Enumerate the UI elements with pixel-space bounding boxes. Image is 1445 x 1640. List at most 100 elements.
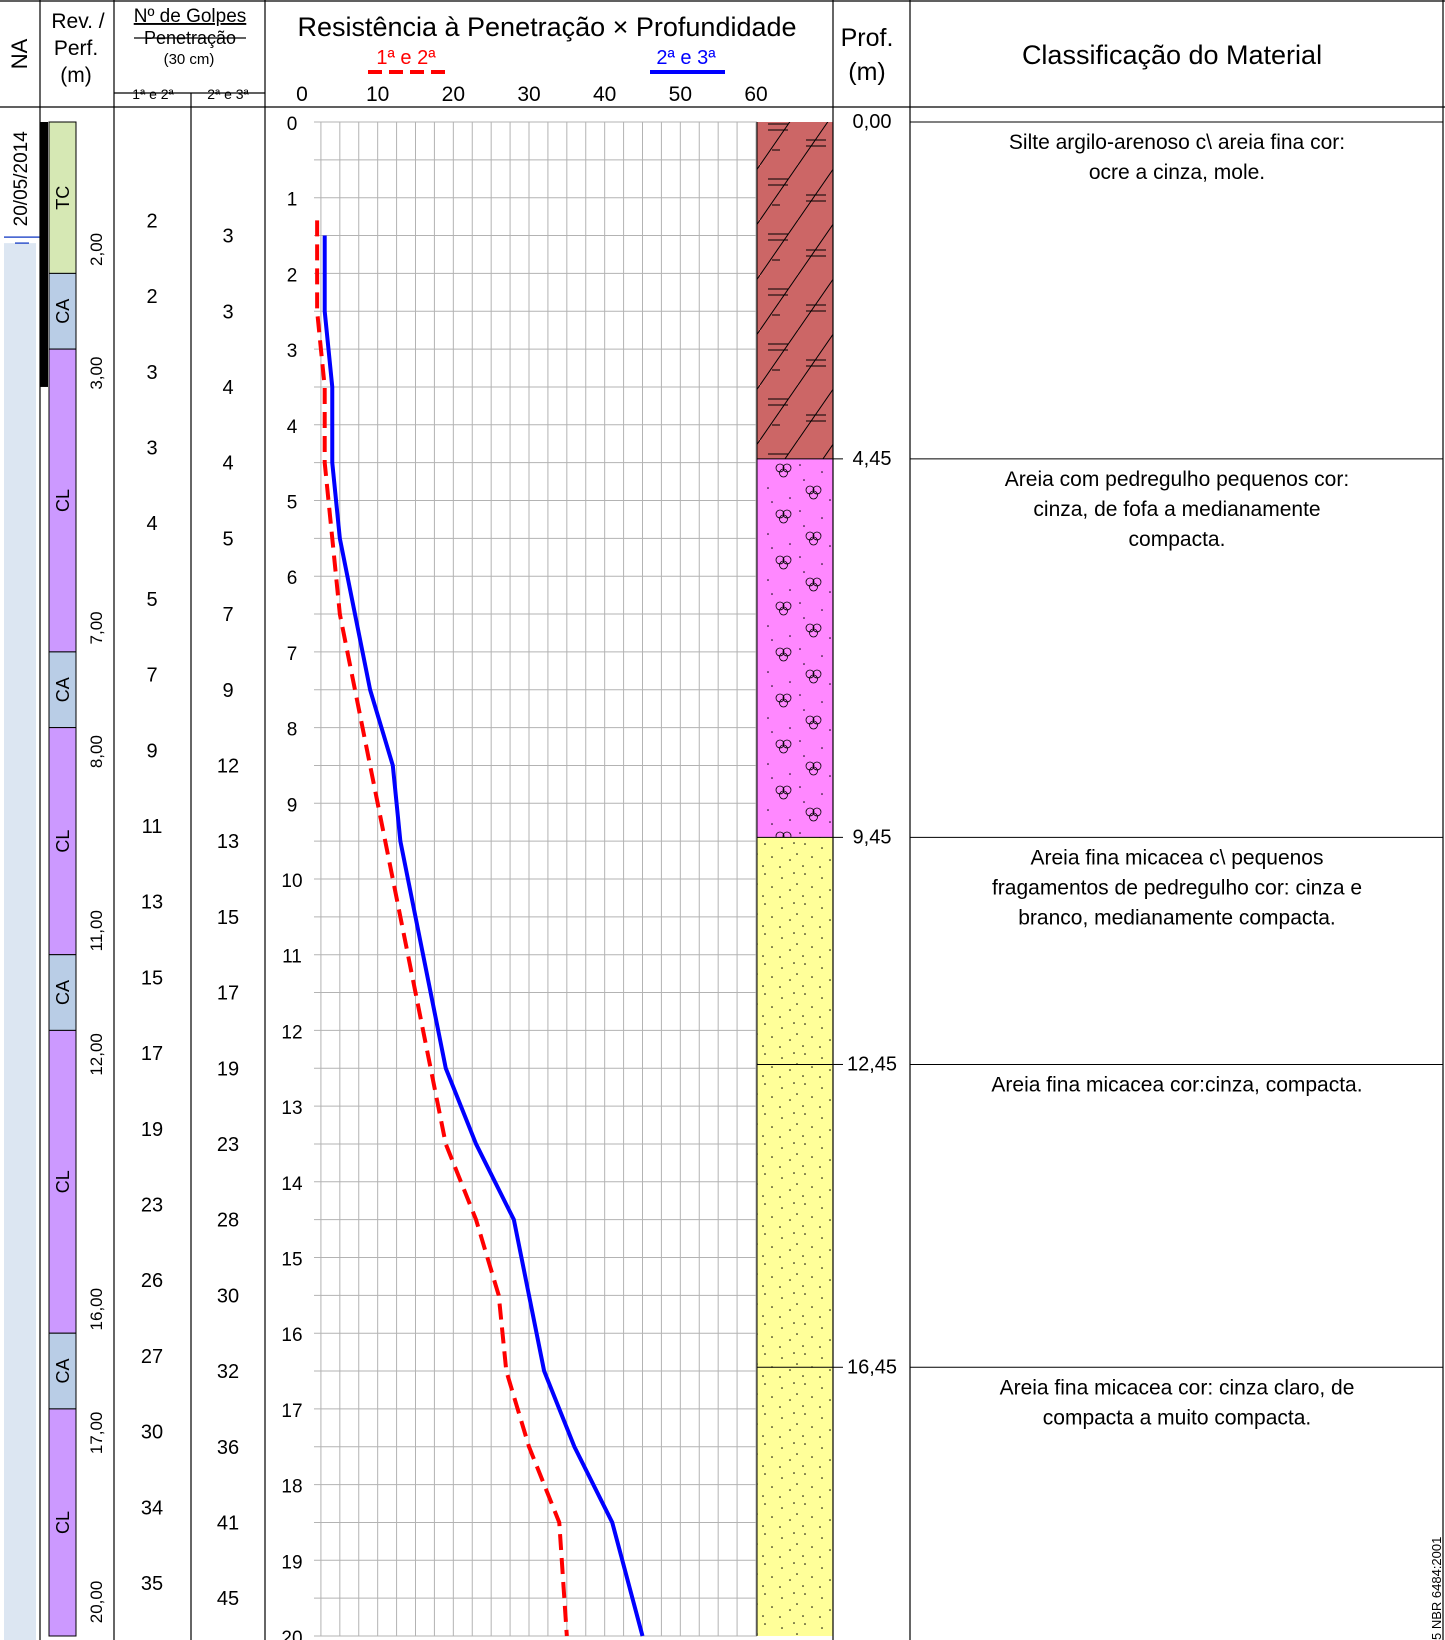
- casing-segment: [48, 348, 77, 653]
- y-tick-label: 8: [287, 720, 298, 741]
- casing-label: CA: [53, 1359, 73, 1384]
- stratum-depth-label: 9,45: [853, 826, 892, 848]
- material-description-line: compacta a muito compacta.: [1043, 1406, 1311, 1429]
- prof-header-line1: Prof.: [841, 24, 894, 52]
- golpes-subheader2: (30 cm): [164, 51, 215, 68]
- casing-segment: [48, 1408, 77, 1637]
- casing-label: CL: [53, 489, 73, 512]
- blow-count-second: 4: [222, 377, 233, 399]
- y-tick-label: 6: [287, 568, 298, 589]
- legend-series1-label: 1ª e 2ª: [376, 47, 436, 69]
- blow-count-first: 15: [141, 967, 163, 989]
- casing-segment: [48, 1029, 77, 1334]
- casing-label: TC: [53, 186, 73, 210]
- casing-black-bar: [40, 122, 48, 387]
- y-tick-label: 3: [287, 341, 298, 362]
- chart-grid: [314, 121, 757, 1637]
- blow-count-first: 35: [141, 1573, 163, 1595]
- y-tick-label: 1: [287, 190, 298, 211]
- material-description-line: cinza, de fofa a medianamente: [1033, 498, 1320, 521]
- casing-depth-label: 7,00: [87, 611, 106, 644]
- y-tick-label: 12: [281, 1022, 302, 1043]
- blow-count-second: 3: [222, 226, 233, 248]
- casing-label: CL: [53, 1511, 73, 1534]
- x-tick-label: 50: [669, 83, 692, 106]
- y-tick-label: 16: [281, 1325, 302, 1346]
- blow-count-second: 9: [222, 680, 233, 702]
- y-tick-label: 11: [282, 947, 302, 968]
- strata-column: [756, 122, 843, 1636]
- blow-count-second: 13: [217, 831, 239, 853]
- casing-depth-label: 16,00: [87, 1288, 106, 1331]
- blow-count-second: 28: [217, 1210, 239, 1232]
- casing-segment: [48, 1332, 77, 1410]
- stratum-pattern: [757, 1367, 833, 1636]
- chart-series: [315, 220, 645, 1637]
- blow-count-second: 41: [217, 1512, 239, 1534]
- classification-header: Classificação do Material: [1022, 40, 1322, 70]
- stratum-depth-label: 12,45: [847, 1053, 897, 1075]
- blow-count-first: 27: [141, 1346, 163, 1368]
- material-description-line: ocre a cinza, mole.: [1089, 161, 1265, 184]
- blow-count-first: 26: [141, 1270, 163, 1292]
- blow-counts: 2233457911131517192326273034353344579121…: [141, 210, 239, 1610]
- y-tick-label: 18: [281, 1477, 302, 1498]
- stratum-pattern: [757, 458, 833, 838]
- y-tick-label: 10: [281, 871, 302, 892]
- stratum-depth-label: 16,45: [847, 1356, 897, 1378]
- y-tick-label: 5: [287, 493, 298, 514]
- blow-count-first: 5: [146, 589, 157, 611]
- x-tick-label: 40: [593, 83, 616, 106]
- blow-count-second: 30: [217, 1285, 239, 1307]
- casing-label: CL: [53, 1170, 73, 1193]
- water-level-column: 20/05/2014: [4, 131, 40, 1640]
- blow-count-second: 32: [217, 1361, 239, 1383]
- blow-count-second: 45: [217, 1588, 239, 1610]
- blow-count-second: 12: [217, 755, 239, 777]
- x-tick-label: 60: [744, 83, 767, 106]
- blow-count-first: 3: [146, 438, 157, 460]
- stratum-pattern: [757, 837, 833, 1065]
- rev-header-line2: Perf.: [54, 37, 98, 60]
- casing-segment: [48, 727, 77, 956]
- blow-count-first: 13: [141, 892, 163, 914]
- chart-title: Resistência à Penetração × Profundidade: [297, 12, 796, 42]
- x-tick-label: 0: [296, 83, 308, 106]
- golpes-header: Nº de Golpes: [134, 6, 247, 27]
- casing-label: CA: [53, 677, 73, 702]
- casing-segment: [48, 121, 77, 274]
- series-line-2a-3a: [322, 235, 645, 1637]
- side-note: 5 NBR 6484:2001: [1429, 1537, 1444, 1640]
- blow-count-second: 17: [217, 983, 239, 1005]
- blow-count-first: 4: [146, 513, 157, 535]
- blow-count-second: 23: [217, 1134, 239, 1156]
- prof-header-line2: (m): [848, 58, 885, 86]
- material-description-line: branco, medianamente compacta.: [1018, 906, 1336, 929]
- y-tick-label: 13: [281, 1098, 302, 1119]
- x-tick-label: 10: [366, 83, 389, 106]
- blow-count-first: 34: [141, 1497, 163, 1519]
- stratum-pattern: [757, 1064, 833, 1368]
- x-tick-label: 20: [442, 83, 465, 106]
- blow-count-second: 15: [217, 907, 239, 929]
- casing-depth-label: 8,00: [87, 735, 106, 768]
- casing-label: CL: [53, 830, 73, 853]
- material-description-line: compacta.: [1129, 528, 1226, 551]
- material-description-line: Areia com pedregulho pequenos cor:: [1005, 468, 1349, 491]
- blow-count-first: 17: [141, 1043, 163, 1065]
- material-description-line: fragamentos de pedregulho cor: cinza e: [992, 876, 1362, 899]
- na-header: NA: [7, 38, 32, 69]
- y-tick-label: 9: [287, 795, 298, 816]
- blow-count-second: 36: [217, 1437, 239, 1459]
- water-column-fill: [4, 243, 36, 1640]
- blow-count-first: 7: [146, 665, 157, 687]
- material-description-line: Silte argilo-arenoso c\ areia fina cor:: [1009, 131, 1345, 154]
- casing-depth-label: 2,00: [87, 233, 106, 266]
- blow-count-second: 3: [222, 301, 233, 323]
- blow-count-first: 2: [146, 286, 157, 308]
- golpes-col1-header: 1ª e 2ª: [132, 86, 174, 102]
- legend-series2-label: 2ª e 3ª: [656, 47, 716, 69]
- y-tick-label: 14: [281, 1174, 303, 1195]
- casing-depth-label: 17,00: [87, 1412, 106, 1455]
